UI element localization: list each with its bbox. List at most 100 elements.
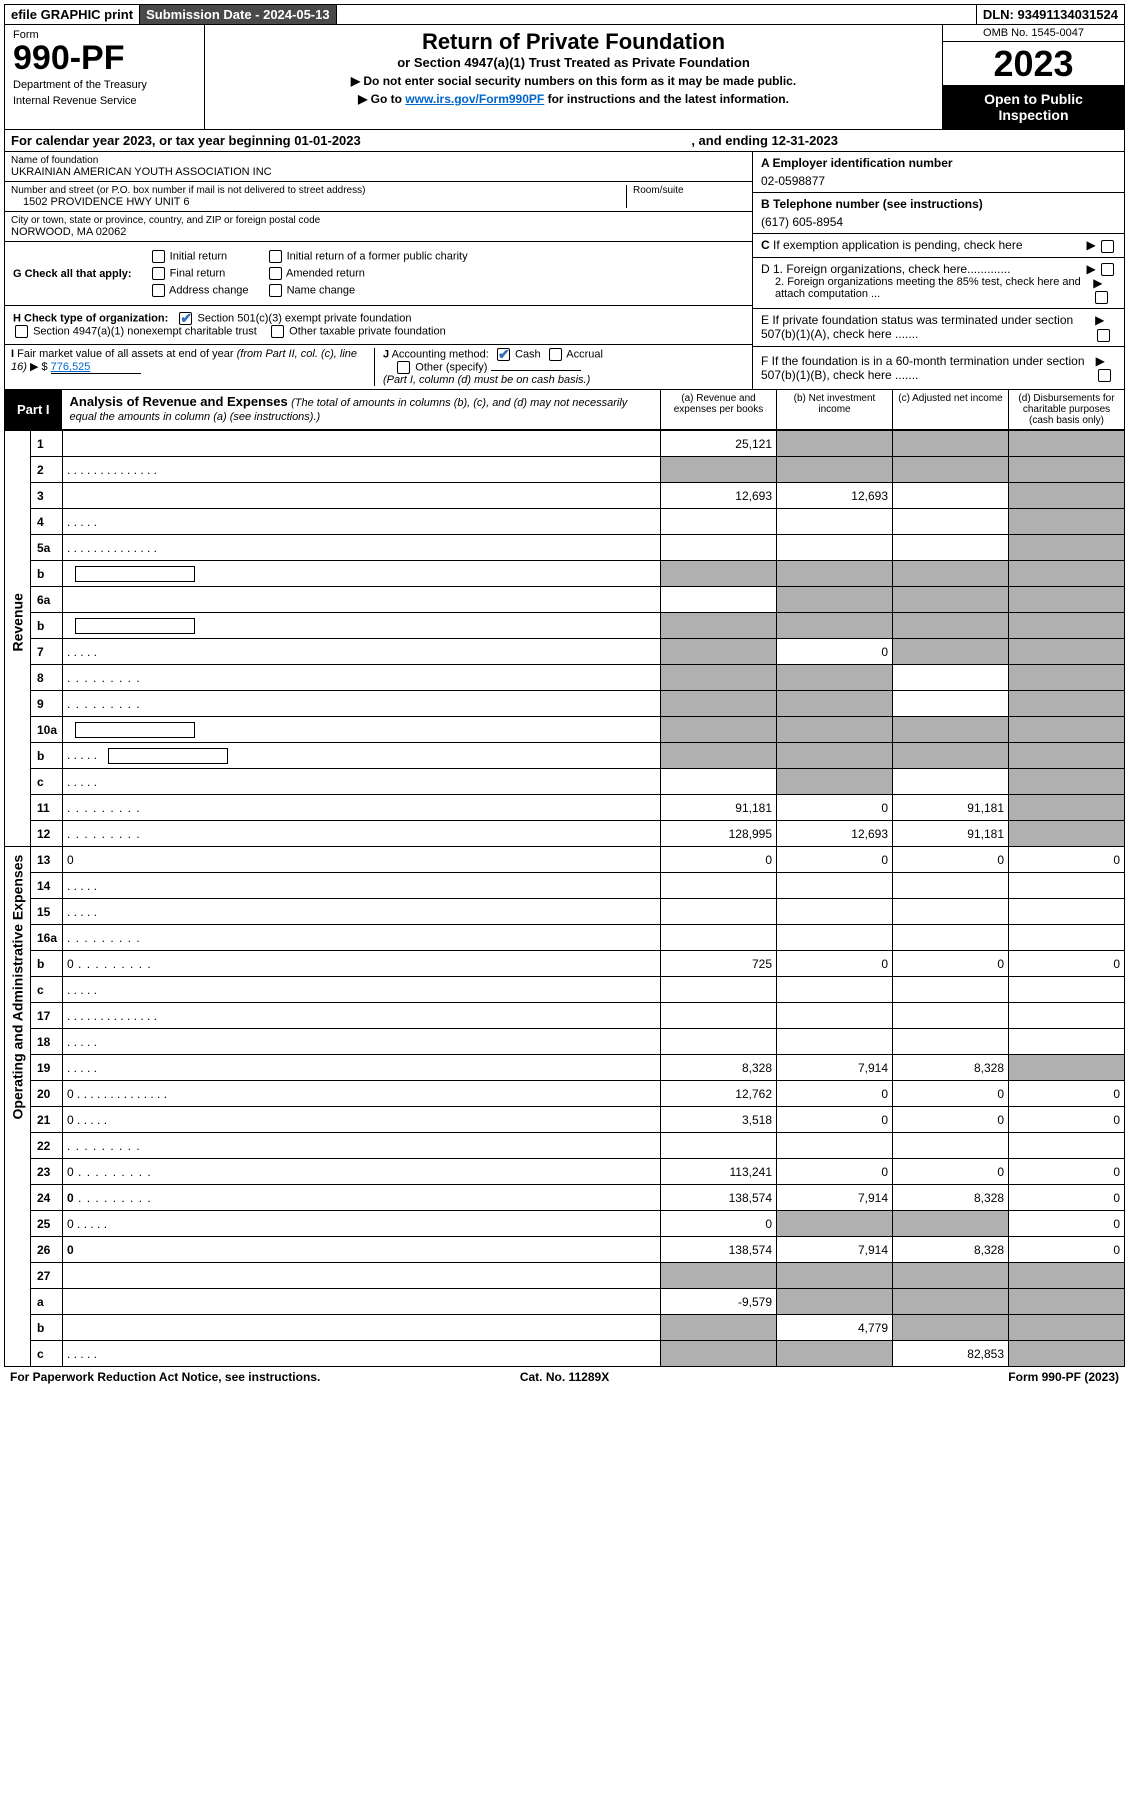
cell-c	[893, 1315, 1009, 1341]
cell-c	[893, 1029, 1009, 1055]
row-number: 6a	[31, 587, 63, 613]
cell-a	[661, 1263, 777, 1289]
table-row: b	[5, 743, 1125, 769]
cell-c: 0	[893, 1107, 1009, 1133]
cell-d: 0	[1009, 847, 1125, 873]
table-row: a-9,579	[5, 1289, 1125, 1315]
table-row: 10a	[5, 717, 1125, 743]
name-label: Name of foundation	[11, 155, 746, 166]
cell-c	[893, 535, 1009, 561]
entity-block: Name of foundation UKRAINIAN AMERICAN YO…	[4, 152, 1125, 390]
table-row: 260138,5747,9148,3280	[5, 1237, 1125, 1263]
row-number: b	[31, 1315, 63, 1341]
row-number: 7	[31, 639, 63, 665]
cell-c	[893, 613, 1009, 639]
cell-b	[777, 1341, 893, 1367]
cb-otherspec[interactable]	[397, 361, 410, 374]
row-number: 11	[31, 795, 63, 821]
footer-right: Form 990-PF (2023)	[749, 1370, 1119, 1384]
cell-b	[777, 1211, 893, 1237]
cell-a	[661, 1341, 777, 1367]
table-row: 16a	[5, 925, 1125, 951]
cell-a	[661, 613, 777, 639]
cb-d1[interactable]	[1101, 263, 1114, 276]
cell-d	[1009, 1055, 1125, 1081]
cell-d	[1009, 717, 1125, 743]
cb-4947[interactable]	[15, 325, 28, 338]
row-number: 23	[31, 1159, 63, 1185]
cell-b: 7,914	[777, 1055, 893, 1081]
h-other: Other taxable private foundation	[289, 326, 446, 338]
row-desc	[63, 821, 661, 847]
cell-b: 12,693	[777, 483, 893, 509]
cb-d2[interactable]	[1095, 291, 1108, 304]
cell-d	[1009, 483, 1125, 509]
efile-label: efile GRAPHIC print	[5, 5, 140, 24]
cell-b: 0	[777, 847, 893, 873]
row-number: 8	[31, 665, 63, 691]
row-desc	[63, 639, 661, 665]
row-number: 2	[31, 457, 63, 483]
cell-a: 8,328	[661, 1055, 777, 1081]
j-other: Other (specify)	[415, 362, 487, 374]
cell-d	[1009, 873, 1125, 899]
cb-501c3[interactable]	[179, 312, 192, 325]
row-number: 26	[31, 1237, 63, 1263]
footer-center: Cat. No. 11289X	[380, 1370, 750, 1384]
cell-a	[661, 691, 777, 717]
row-desc	[63, 795, 661, 821]
row-number: 12	[31, 821, 63, 847]
row-number: b	[31, 951, 63, 977]
cb-amended[interactable]	[269, 267, 282, 280]
table-row: 230113,241000	[5, 1159, 1125, 1185]
cell-b	[777, 691, 893, 717]
cb-accrual[interactable]	[549, 348, 562, 361]
cell-a	[661, 457, 777, 483]
row-desc	[63, 1315, 661, 1341]
analysis-table: Revenue125,1212312,69312,69345ab 6ab 708…	[4, 430, 1125, 1367]
col-a: (a) Revenue and expenses per books	[660, 390, 776, 429]
g-addrchg: Address change	[169, 285, 249, 297]
row-number: b	[31, 743, 63, 769]
form-link[interactable]: www.irs.gov/Form990PF	[405, 92, 544, 106]
g-label: G Check all that apply:	[13, 268, 132, 280]
cell-b	[777, 769, 893, 795]
cb-cash[interactable]	[497, 348, 510, 361]
cell-c: 8,328	[893, 1185, 1009, 1211]
cb-othertax[interactable]	[271, 325, 284, 338]
open-public: Open to Public Inspection	[943, 85, 1124, 129]
cell-c	[893, 587, 1009, 613]
cb-name[interactable]	[269, 284, 282, 297]
cell-d	[1009, 691, 1125, 717]
row-number: 25	[31, 1211, 63, 1237]
row-desc	[63, 1263, 661, 1289]
col-headers: (a) Revenue and expenses per books (b) N…	[660, 390, 1124, 429]
cb-addr[interactable]	[152, 284, 165, 297]
cell-a	[661, 743, 777, 769]
cell-c: 0	[893, 1081, 1009, 1107]
cb-c[interactable]	[1101, 240, 1114, 253]
table-row: b4,779	[5, 1315, 1125, 1341]
c-label: C If exemption application is pending, c…	[761, 238, 1023, 252]
fmv-value[interactable]: 776,525	[51, 361, 141, 374]
form-subtitle: or Section 4947(a)(1) Trust Treated as P…	[215, 55, 932, 70]
row-number: 1	[31, 431, 63, 457]
cell-d: 0	[1009, 1107, 1125, 1133]
cell-a: -9,579	[661, 1289, 777, 1315]
cb-e[interactable]	[1097, 329, 1110, 342]
cb-f[interactable]	[1098, 369, 1111, 382]
row-desc	[63, 665, 661, 691]
table-row: Operating and Administrative Expenses130…	[5, 847, 1125, 873]
cell-c	[893, 1289, 1009, 1315]
row-desc	[63, 587, 661, 613]
table-row: 312,69312,693	[5, 483, 1125, 509]
cb-final[interactable]	[152, 267, 165, 280]
cell-d	[1009, 1289, 1125, 1315]
cb-initial-former[interactable]	[269, 250, 282, 263]
g-initial: Initial return	[170, 251, 227, 263]
table-row: 1191,181091,181	[5, 795, 1125, 821]
row-desc	[63, 899, 661, 925]
cb-initial[interactable]	[152, 250, 165, 263]
irs-label: Internal Revenue Service	[13, 95, 196, 107]
row-desc	[63, 431, 661, 457]
